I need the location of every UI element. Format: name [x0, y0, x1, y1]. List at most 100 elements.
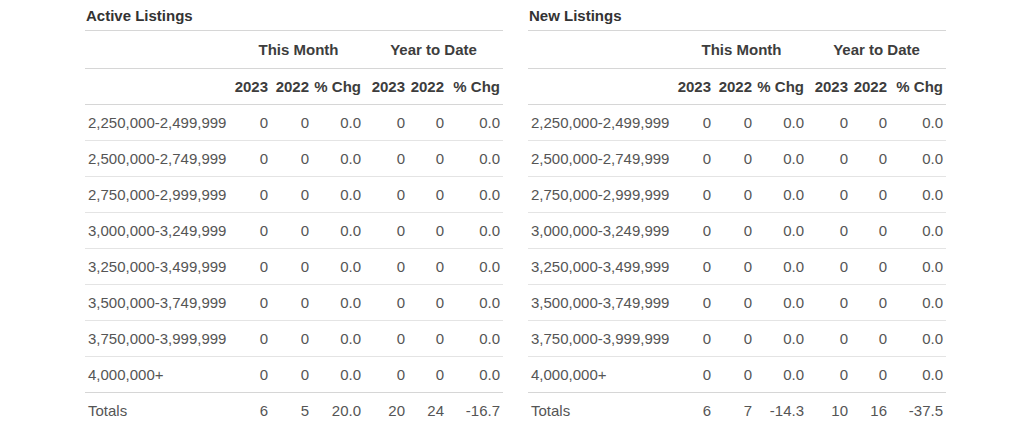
spacer-cell: [85, 31, 233, 68]
value-cell: 0: [807, 104, 851, 140]
value-cell: 0: [714, 176, 755, 212]
col-header-2022: 2022: [408, 68, 447, 104]
table-title-active-listings: Active Listings: [85, 0, 503, 31]
value-cell: 0: [271, 176, 312, 212]
value-cell: 0: [676, 284, 714, 320]
value-cell: 0: [714, 248, 755, 284]
value-cell: 0.0: [312, 320, 364, 356]
value-cell: 0: [408, 284, 447, 320]
value-cell: 0: [851, 356, 890, 392]
value-cell: 0: [233, 176, 271, 212]
value-cell: 0.0: [447, 248, 503, 284]
value-cell: -14.3: [755, 392, 807, 428]
col-header-pct-chg: % Chg: [312, 68, 364, 104]
value-cell: 0: [408, 140, 447, 176]
value-cell: 0.0: [890, 248, 946, 284]
price-range-label: 2,750,000-2,999,999: [528, 176, 676, 212]
col-header-2023: 2023: [807, 68, 851, 104]
value-cell: 0.0: [755, 284, 807, 320]
price-range-label: 2,750,000-2,999,999: [85, 176, 233, 212]
col-header-pct-chg: % Chg: [755, 68, 807, 104]
value-cell: 0: [714, 284, 755, 320]
table-row: 3,500,000-3,749,999000.0000.0: [528, 284, 946, 320]
price-range-label: 2,250,000-2,499,999: [85, 104, 233, 140]
col-header-2022: 2022: [271, 68, 312, 104]
price-range-label: 3,000,000-3,249,999: [85, 212, 233, 248]
col-header-2022: 2022: [851, 68, 890, 104]
col-header-2023: 2023: [233, 68, 271, 104]
value-cell: 0: [851, 140, 890, 176]
spacer-cell: [85, 68, 233, 104]
value-cell: 0: [271, 356, 312, 392]
table-title-new-listings: New Listings: [528, 0, 946, 31]
value-cell: 20: [364, 392, 408, 428]
totals-row: Totals67-14.31016-37.5: [528, 392, 946, 428]
value-cell: 0.0: [447, 356, 503, 392]
price-range-label: 2,500,000-2,749,999: [528, 140, 676, 176]
value-cell: 0: [233, 320, 271, 356]
value-cell: 0.0: [447, 212, 503, 248]
table-row: 2,250,000-2,499,999000.0000.0: [85, 104, 503, 140]
value-cell: 0.0: [447, 104, 503, 140]
totals-label: Totals: [85, 392, 233, 428]
group-header-this-month: This Month: [233, 31, 364, 68]
value-cell: 0.0: [755, 356, 807, 392]
table-row: 3,000,000-3,249,999000.0000.0: [528, 212, 946, 248]
value-cell: 0: [233, 356, 271, 392]
value-cell: 0: [408, 176, 447, 212]
col-header-pct-chg: % Chg: [447, 68, 503, 104]
price-range-label: 2,250,000-2,499,999: [528, 104, 676, 140]
value-cell: 24: [408, 392, 447, 428]
value-cell: 6: [676, 392, 714, 428]
table-row: 2,500,000-2,749,999000.0000.0: [85, 140, 503, 176]
value-cell: 0: [364, 356, 408, 392]
value-cell: 0: [271, 320, 312, 356]
price-range-label: 4,000,000+: [85, 356, 233, 392]
value-cell: -16.7: [447, 392, 503, 428]
totals-label: Totals: [528, 392, 676, 428]
value-cell: 0: [807, 320, 851, 356]
table-row: 3,250,000-3,499,999000.0000.0: [85, 248, 503, 284]
column-header-row: 2023 2022 % Chg 2023 2022 % Chg: [528, 68, 946, 104]
spacer-cell: [528, 31, 676, 68]
col-header-2023: 2023: [364, 68, 408, 104]
value-cell: 0.0: [312, 176, 364, 212]
table-row: 3,000,000-3,249,999000.0000.0: [85, 212, 503, 248]
active-listings-data-table: This Month Year to Date 2023 2022 % Chg …: [85, 31, 503, 428]
active-listings-table: Active Listings This Month Year to Date …: [85, 0, 503, 428]
value-cell: 0: [364, 248, 408, 284]
value-cell: 0: [408, 356, 447, 392]
table-row: 2,250,000-2,499,999000.0000.0: [528, 104, 946, 140]
col-header-2022: 2022: [714, 68, 755, 104]
value-cell: 16: [851, 392, 890, 428]
value-cell: 0: [714, 140, 755, 176]
value-cell: 0: [233, 284, 271, 320]
value-cell: 0: [233, 212, 271, 248]
value-cell: 0.0: [890, 284, 946, 320]
value-cell: 10: [807, 392, 851, 428]
value-cell: 0: [408, 248, 447, 284]
value-cell: 0: [714, 320, 755, 356]
value-cell: 0: [271, 212, 312, 248]
value-cell: 0: [851, 284, 890, 320]
value-cell: 0: [807, 356, 851, 392]
value-cell: 0.0: [312, 140, 364, 176]
price-range-label: 3,500,000-3,749,999: [85, 284, 233, 320]
value-cell: 0: [714, 212, 755, 248]
value-cell: 0: [807, 212, 851, 248]
value-cell: 0: [676, 320, 714, 356]
value-cell: 0: [364, 176, 408, 212]
listings-report: Active Listings This Month Year to Date …: [0, 0, 1024, 428]
value-cell: 0: [851, 320, 890, 356]
value-cell: 0: [408, 104, 447, 140]
table-row: 4,000,000+000.0000.0: [528, 356, 946, 392]
value-cell: 0: [364, 140, 408, 176]
price-range-label: 2,500,000-2,749,999: [85, 140, 233, 176]
value-cell: 0: [676, 176, 714, 212]
table-row: 3,500,000-3,749,999000.0000.0: [85, 284, 503, 320]
value-cell: 0.0: [890, 320, 946, 356]
value-cell: 0: [364, 104, 408, 140]
group-header-year-to-date: Year to Date: [364, 31, 503, 68]
value-cell: 0: [807, 140, 851, 176]
value-cell: 0.0: [312, 104, 364, 140]
